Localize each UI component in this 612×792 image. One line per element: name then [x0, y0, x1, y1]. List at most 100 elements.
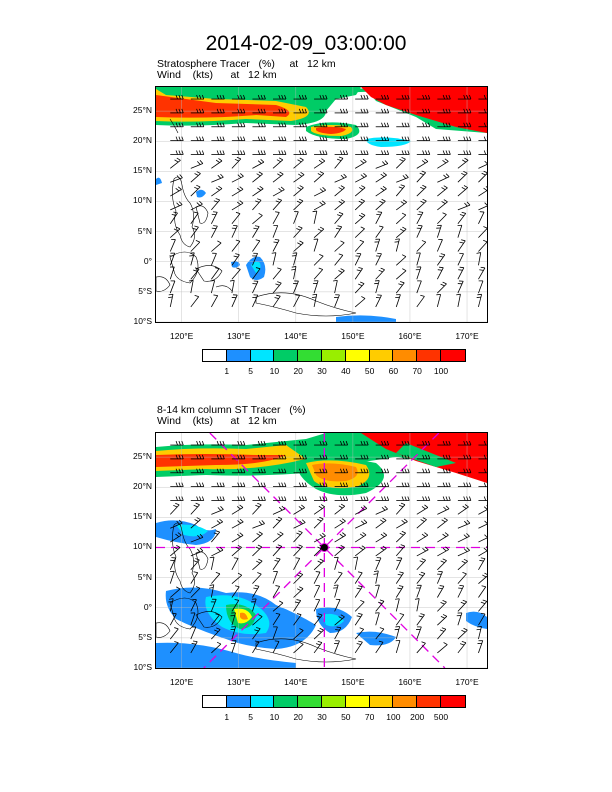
wind-barb: [457, 547, 470, 557]
wind-barb: [457, 201, 471, 211]
wind-barb: [355, 482, 369, 488]
wind-barb: [354, 226, 365, 238]
wind-barb: [437, 468, 451, 474]
wind-barb: [457, 571, 467, 584]
wind-barb: [211, 198, 221, 211]
wind-barb: [231, 496, 246, 501]
wind-barb: [231, 518, 244, 529]
colorbar-swatch: [226, 350, 251, 361]
wind-barb: [354, 267, 363, 280]
wind-barb: [272, 122, 287, 128]
wind-barb: [354, 212, 366, 225]
wind-barb: [478, 211, 485, 224]
wind-barb: [190, 122, 205, 128]
wind-barb: [314, 496, 328, 501]
wind-barb: [272, 557, 281, 571]
wind-barb: [396, 518, 408, 529]
lon-tick-label: 140°E: [284, 331, 308, 341]
wind-barb: [414, 598, 420, 612]
wind-barb: [293, 454, 307, 460]
wind-barb: [190, 200, 203, 211]
wind-barb: [416, 482, 431, 488]
wind-barb: [252, 585, 260, 598]
wind-barb: [354, 599, 365, 612]
wind-barb: [293, 211, 299, 224]
wind-barb: [437, 281, 447, 294]
wind-barb: [375, 505, 388, 515]
wind-barb: [252, 294, 259, 308]
wind-barb: [272, 505, 286, 515]
lon-tick-label: 130°E: [227, 331, 251, 341]
wind-barb: [169, 238, 176, 252]
wind-barb: [415, 266, 422, 280]
wind-barb: [169, 557, 177, 570]
lon-tick-label: 130°E: [227, 677, 251, 687]
wind-barb: [375, 294, 382, 308]
wind-barb: [478, 612, 486, 626]
wind-barb: [437, 627, 447, 640]
wind-barb: [272, 150, 287, 155]
wind-barb: [189, 252, 195, 266]
wind-barb: [375, 122, 390, 128]
wind-barb: [334, 185, 345, 197]
wind-barb: [252, 572, 262, 584]
wind-barb: [374, 280, 380, 294]
lon-tick-label: 150°E: [341, 677, 365, 687]
wind-barb: [457, 280, 464, 294]
wind-barb: [354, 585, 363, 598]
colorbar-label: 40: [341, 366, 351, 376]
wind-barb: [190, 171, 201, 183]
lon-tick-label: 160°E: [398, 677, 422, 687]
wind-barb: [478, 505, 487, 515]
wind-barb: [437, 642, 448, 654]
wind-barb: [272, 136, 287, 142]
wind-barb: [375, 599, 385, 612]
colorbar-swatch: [369, 350, 394, 361]
wind-barb: [313, 200, 326, 211]
colorbar-swatch: [298, 350, 322, 361]
wind-barb: [457, 150, 472, 155]
wind-barb: [272, 281, 282, 294]
wind-barb: [437, 150, 451, 155]
wind-barb: [456, 293, 461, 308]
wind-barb: [272, 454, 287, 460]
wind-barb: [293, 613, 302, 626]
wind-barb: [395, 294, 401, 308]
colorbar-swatch: [345, 350, 370, 361]
colorbar-swatch: [393, 696, 418, 707]
wind-barb: [314, 454, 328, 460]
colorbar-label: 5: [248, 366, 253, 376]
wind-barb: [313, 544, 324, 557]
wind-barb: [314, 136, 328, 142]
wind-barb: [375, 267, 385, 280]
wind-barb: [168, 598, 174, 612]
wind-barb: [334, 199, 345, 211]
wind-barb: [190, 626, 197, 640]
wind-barb: [190, 240, 201, 252]
wind-barb: [416, 294, 425, 308]
wind-barb: [355, 94, 369, 100]
wind-barb: [314, 94, 328, 100]
wind-barb: [457, 627, 468, 640]
wind-barb: [293, 530, 303, 543]
wind-barb: [333, 584, 339, 598]
wind-barb: [436, 293, 441, 308]
wind-barb: [396, 108, 410, 114]
wind-barb: [457, 482, 472, 488]
wind-barb: [416, 211, 424, 224]
wind-barb: [478, 122, 487, 128]
wind-barb: [293, 482, 307, 488]
wind-barb: [334, 640, 340, 654]
wind-barb: [437, 546, 449, 557]
wind-barb: [170, 468, 184, 474]
wind-barb: [416, 280, 422, 294]
wind-barb: [375, 557, 382, 570]
wind-barb: [375, 640, 384, 654]
wind-barb: [169, 211, 178, 225]
wind-barb: [190, 211, 199, 225]
wind-barb: [252, 150, 266, 155]
wind-barb: [416, 504, 429, 515]
wind-barb: [211, 185, 223, 197]
wind-barb: [291, 252, 298, 266]
wind-barb: [375, 108, 390, 114]
